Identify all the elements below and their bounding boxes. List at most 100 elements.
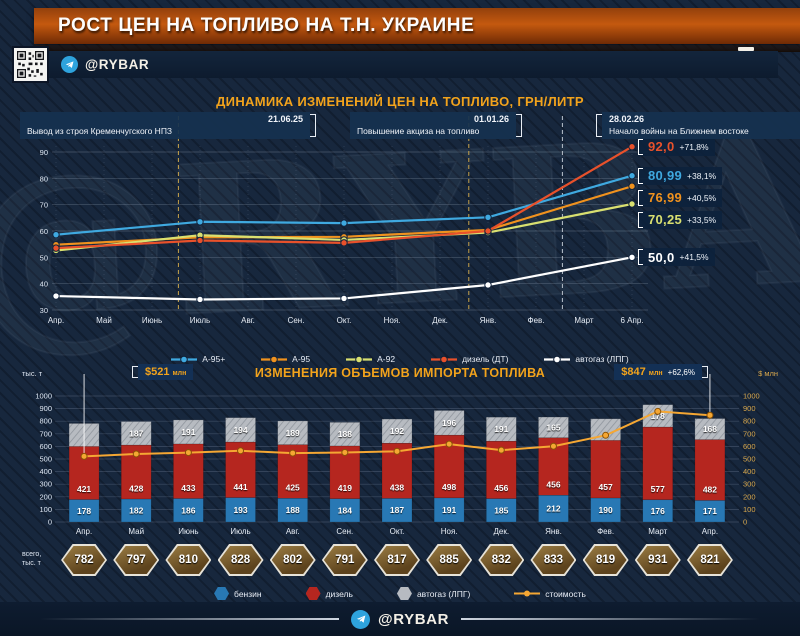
data-point [196,218,204,226]
y-tick-label: 70 [40,201,48,210]
petrol-value-label: 188 [286,505,300,515]
data-point [52,244,60,252]
data-point [628,182,636,190]
telegram-icon [61,56,78,73]
x-tick-label: Ноя. [384,316,401,325]
annotation-text: Вывод из строя Кременчугского НПЗ [27,125,173,136]
cost-data-point [549,442,557,450]
footer-line-left [40,618,339,620]
legend-item: А-92 [346,354,395,364]
total-hexagon: 832 [478,544,525,576]
right-tick-label: 700 [743,429,756,438]
petrol-value-label: 193 [233,505,247,515]
x-tick-label: Июнь [178,527,198,536]
diesel-value-label: 441 [233,482,247,492]
data-point [196,236,204,245]
petrol-bar-segment [277,498,308,523]
lpg-value-label: 194 [233,425,247,435]
diesel-value-label: 421 [77,484,91,494]
totals-caption: всего, тыс. т [22,551,42,567]
x-tick-label: 6 Апр. [620,316,643,325]
x-tick-label: Дек. [432,316,448,325]
right-axis-unit: $ млн [758,369,778,378]
diesel-value-label: 433 [181,483,195,493]
legend-item: дизель [305,587,353,600]
end-cost-unit: млн [648,370,663,377]
lpg-value-label: 191 [181,427,195,437]
y-tick-label: 40 [40,280,48,289]
lpg-value-label: 191 [494,424,508,434]
lpg-value-label: 187 [129,428,143,438]
x-tick-label: Фев. [597,527,614,536]
lpg-value-label: 168 [703,424,717,434]
right-tick-label: 100 [743,505,756,514]
lpg-value-label: 165 [546,422,560,432]
petrol-value-label: 190 [599,505,613,515]
total-hexagon: 782 [61,544,108,576]
data-point [340,219,348,227]
diesel-value-label: 456 [546,479,560,489]
annotation-excise-increase: 01.01.26 Повышение акциза на топливо [350,112,522,139]
data-point [340,239,348,247]
cost-data-point [132,450,140,458]
x-tick-label: Март [648,527,667,536]
petrol-bar-segment [225,497,256,523]
cost-data-point [393,447,401,455]
legend-item: дизель (ДТ) [431,354,508,364]
total-hexagon: 828 [217,544,264,576]
left-tick-label: 600 [39,442,52,451]
petrol-bar-segment [433,497,465,523]
legend-swatch [346,355,373,363]
legend-swatch [305,587,321,600]
petrol-bar-segment [381,498,413,523]
x-tick-label: Май [96,316,112,325]
diesel-value-label: 457 [599,482,613,492]
left-tick-label: 1000 [35,392,52,401]
data-point [484,227,492,235]
page-title: РОСТ ЦЕН НА ТОПЛИВО НА Т.Н. УКРАИНЕ [58,15,475,36]
lpg-bar-segment [486,416,517,442]
right-tick-label: 300 [743,480,756,489]
petrol-value-label: 186 [181,505,195,515]
legend-item: стоимость [514,589,586,599]
data-point [484,281,492,289]
diesel-value-label: 498 [442,482,456,492]
petrol-value-label: 178 [77,506,91,516]
total-hexagon: 817 [374,544,420,576]
cost-data-point [184,449,192,457]
petrol-bar-segment [329,498,361,523]
data-point [52,292,60,300]
x-tick-label: Март [574,316,593,325]
y-tick-label: 80 [40,174,48,183]
header-band: РОСТ ЦЕН НА ТОПЛИВО НА Т.Н. УКРАИНЕ [34,8,800,44]
data-point [196,295,204,304]
totals-row: всего, тыс. т 782 797 810 828 802 791 817 885 83… [22,544,778,578]
right-tick-label: 800 [743,417,756,426]
data-point [484,213,492,222]
end-value-label: 80,99 +38,1% [638,166,723,185]
right-tick-label: 0 [743,518,747,527]
x-tick-label: Янв. [480,316,497,325]
price-line [55,145,633,250]
lpg-value-label: 178 [651,411,665,421]
total-hexagon: 821 [686,544,733,576]
data-point [52,230,60,239]
left-axis-unit: тыс. т [22,369,43,378]
footer-line-right [461,618,761,620]
x-tick-label: Июнь [142,316,162,325]
petrol-value-label: 185 [494,505,508,515]
fuel-price-line-chart: Апр. Май Июнь Июль Авг. Сен. Окт. Ноя. Дек. Янв. Ф… [40,116,648,325]
x-tick-label: Янв. [545,527,562,536]
left-tick-label: 800 [39,417,52,426]
petrol-bar-segment [173,498,204,523]
end-cost-value: $847 [621,366,646,378]
diesel-bar-segment [694,439,726,501]
left-tick-label: 300 [39,480,52,489]
lpg-value-label: 189 [286,428,300,438]
diesel-value-label: 419 [338,483,352,493]
slider-dash [738,47,754,51]
legend-item: А-95+ [171,354,225,364]
diesel-value-label: 425 [286,483,300,493]
lpg-value-label: 192 [390,426,404,436]
right-tick-label: 1000 [743,392,760,401]
